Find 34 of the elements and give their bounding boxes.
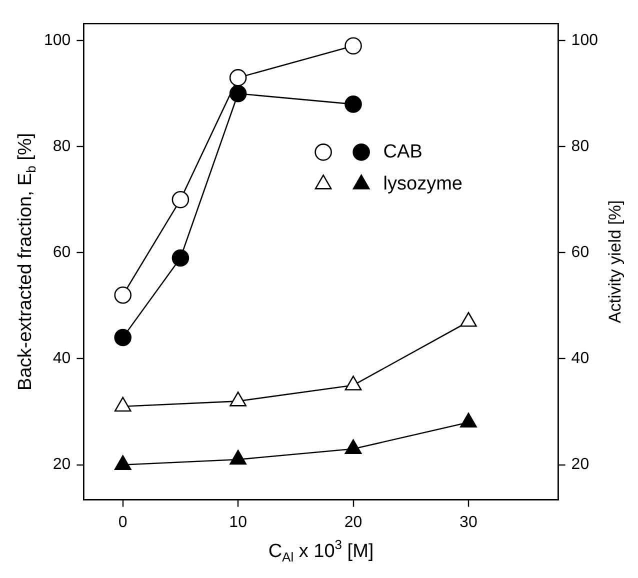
y-tick-label: 80 <box>52 138 71 156</box>
y2-tick-label: 60 <box>571 244 590 262</box>
point <box>460 312 477 327</box>
y-tick-label: 100 <box>44 32 71 49</box>
y-tick-label: 20 <box>52 456 71 474</box>
point <box>230 450 247 465</box>
y2-tick-label: 20 <box>571 456 590 474</box>
y2-tick-label: 40 <box>571 350 590 368</box>
point <box>172 191 190 208</box>
point <box>344 37 362 55</box>
y-tick-label: 40 <box>52 350 71 368</box>
point <box>229 84 247 102</box>
legend-label: CAB <box>383 141 422 162</box>
x-tick-label: 0 <box>118 514 128 531</box>
y2-tick-label: 80 <box>571 138 590 156</box>
x-tick-label: 30 <box>460 514 478 531</box>
y2-axis-title: Activity yield [%] <box>606 200 625 324</box>
y-axis-title: Back-extracted fraction, Eb [%] <box>15 132 38 390</box>
point <box>230 392 247 406</box>
y-tick-label: 60 <box>52 244 71 262</box>
point <box>344 96 362 113</box>
point <box>172 249 190 267</box>
point <box>114 455 132 470</box>
point <box>344 376 362 390</box>
point <box>114 396 132 412</box>
point <box>229 69 247 86</box>
point <box>344 439 362 454</box>
point <box>114 328 132 346</box>
point <box>114 286 132 304</box>
x-tick-label: 20 <box>344 514 362 531</box>
y2-tick-label: 100 <box>571 32 598 49</box>
x-tick-label: 10 <box>229 514 248 531</box>
point <box>460 412 477 428</box>
legend-label: lysozyme <box>383 173 462 194</box>
